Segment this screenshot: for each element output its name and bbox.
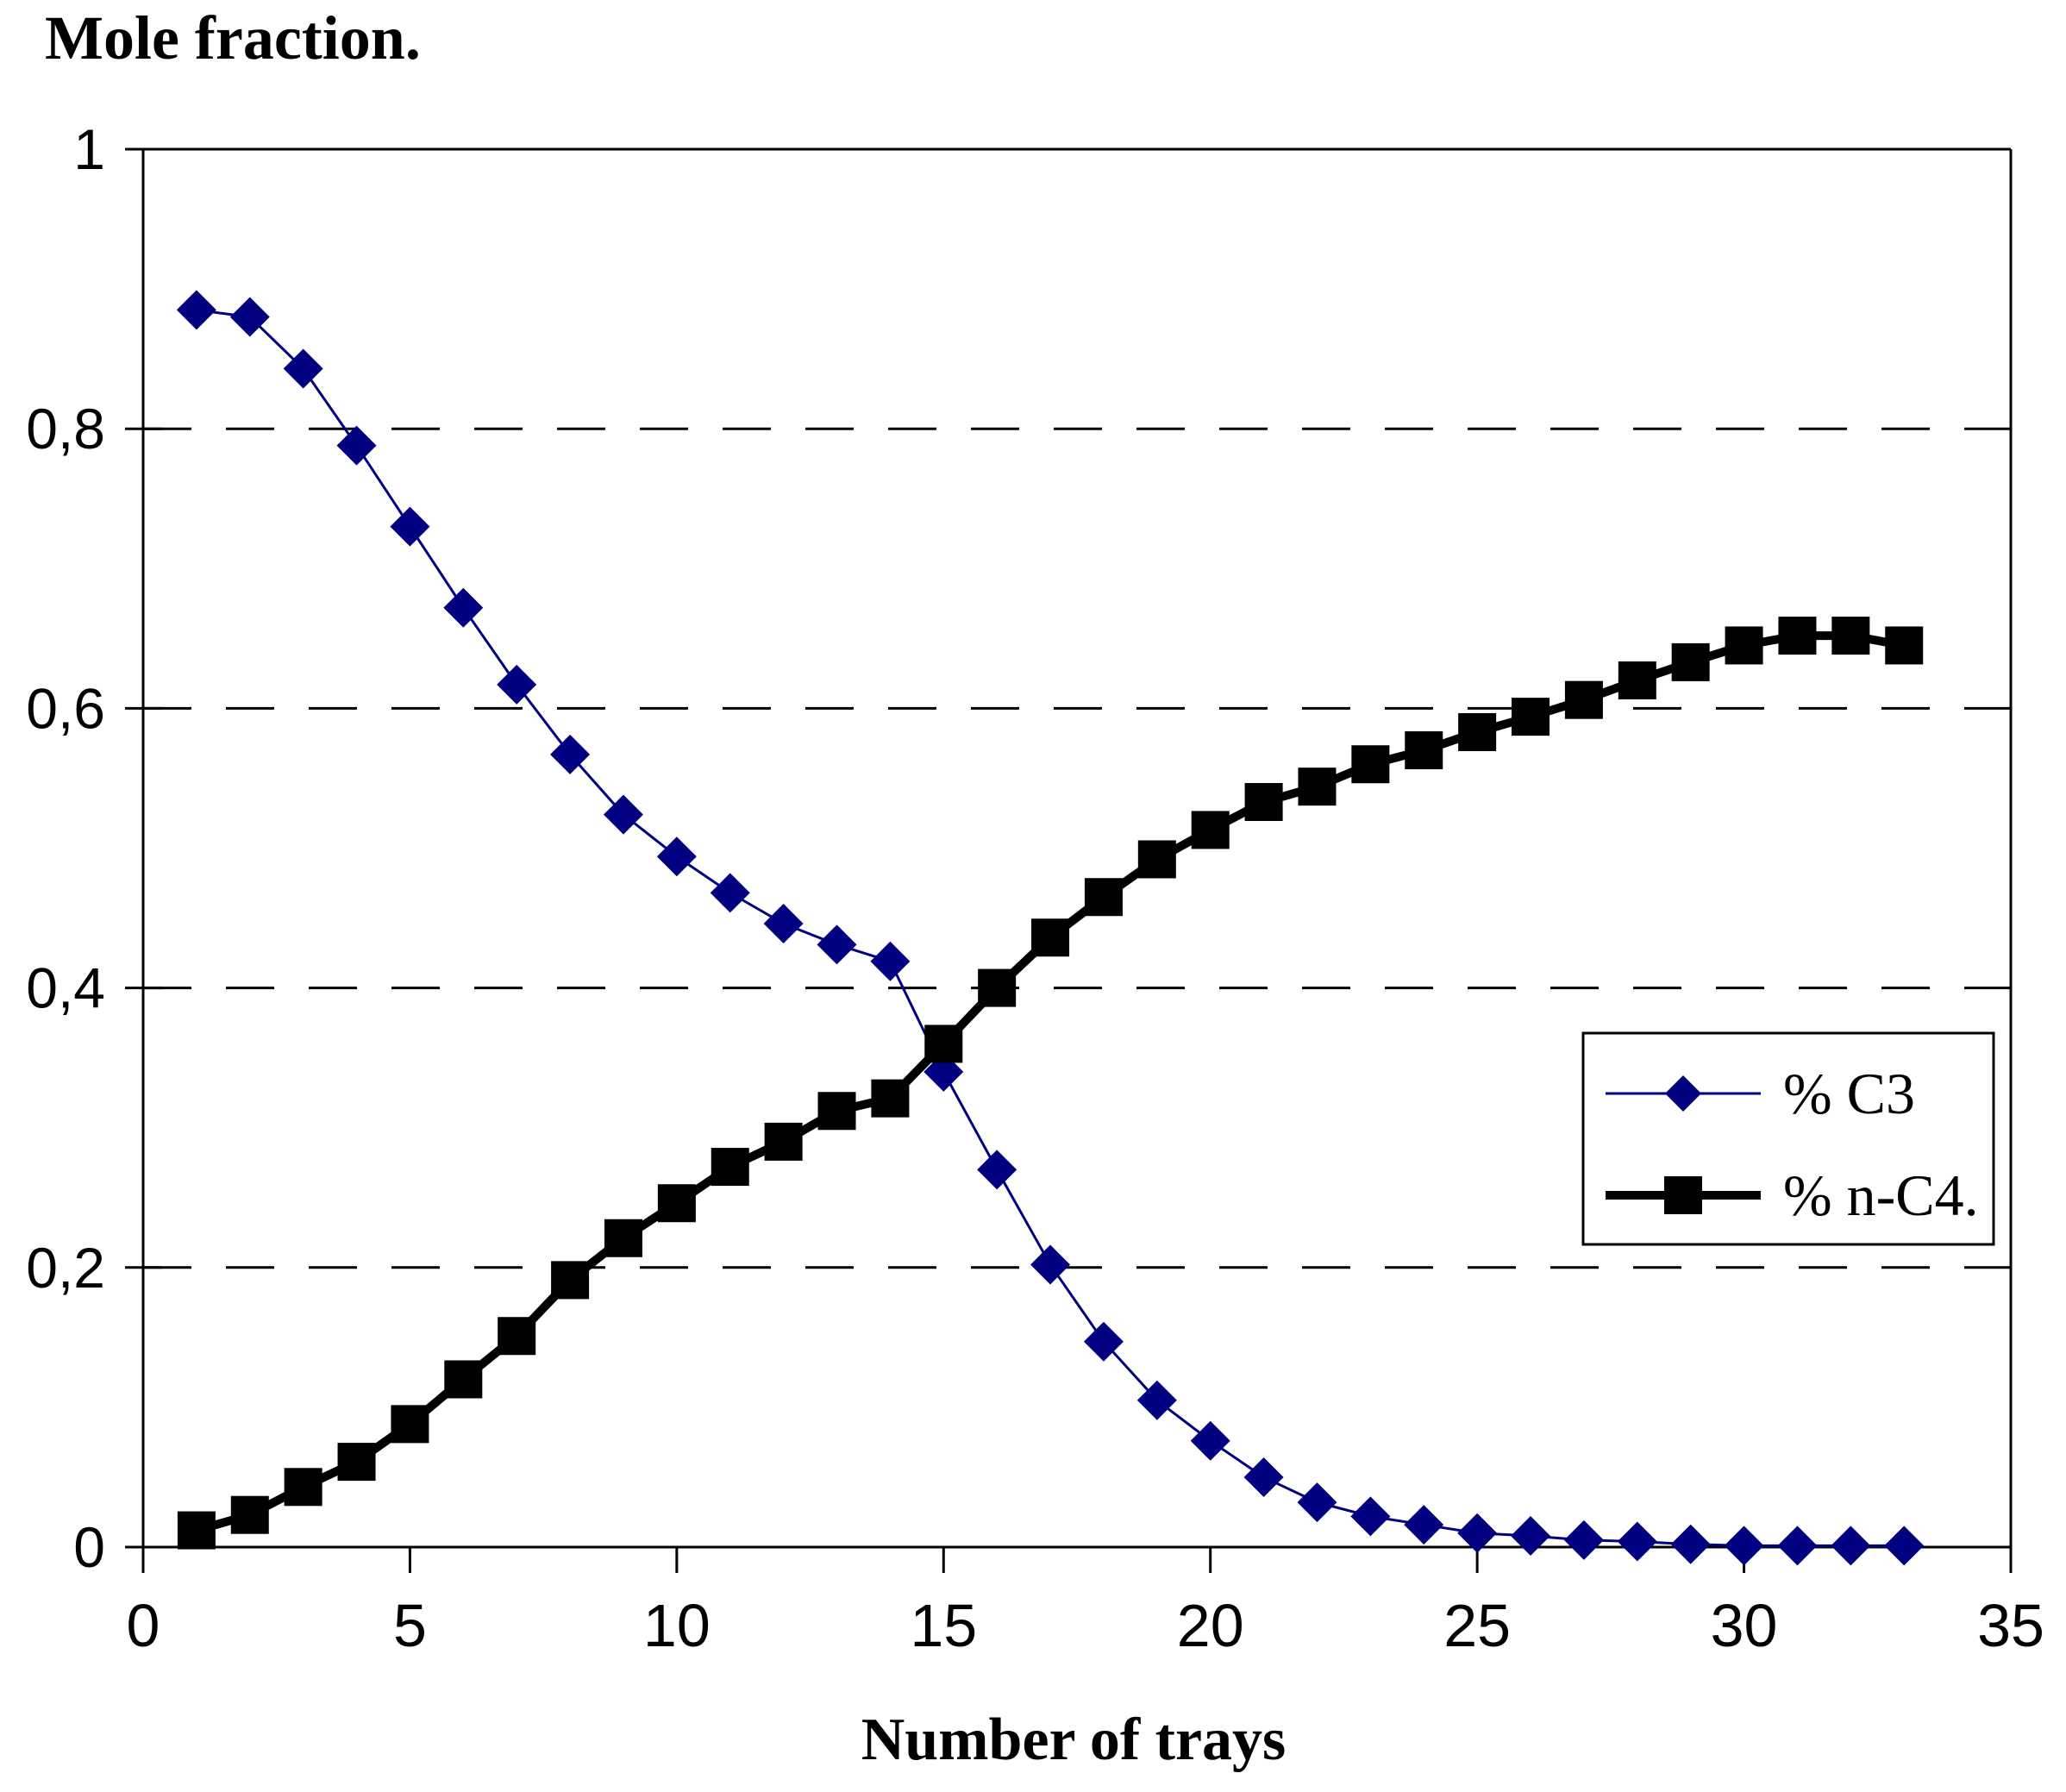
- data-point-diamond: [283, 348, 323, 389]
- y-tick-label: 0,4: [26, 956, 105, 1020]
- data-point-square: [1564, 680, 1603, 719]
- data-point-diamond: [603, 794, 643, 835]
- data-point-square: [1244, 783, 1283, 822]
- data-point-square: [230, 1495, 269, 1534]
- data-point-square: [498, 1317, 536, 1356]
- data-point-square: [1137, 840, 1176, 879]
- legend-c3-label: % C3: [1783, 1061, 1915, 1126]
- legend-box: [1581, 1031, 1995, 1246]
- data-point-diamond: [176, 290, 216, 330]
- data-point-diamond: [656, 836, 697, 877]
- legend-nc4-square-icon: [1664, 1176, 1702, 1214]
- data-point-square: [1885, 626, 1924, 665]
- data-point-square: [1618, 661, 1656, 699]
- data-point-diamond: [710, 873, 750, 913]
- data-point-square: [337, 1443, 376, 1482]
- x-axis-ticks: 0 5 10 15 20 25 30 35: [127, 1547, 2044, 1659]
- legend-item-nc4: % n-C4.: [1606, 1162, 1979, 1228]
- x-tick-label: 20: [1177, 1592, 1244, 1659]
- data-point-square: [1671, 642, 1710, 681]
- data-point-diamond: [550, 734, 591, 774]
- data-point-diamond: [390, 506, 430, 547]
- series-c3-percent-propane: [176, 290, 1925, 1566]
- data-point-diamond: [763, 904, 804, 944]
- data-point-diamond: [1297, 1482, 1337, 1523]
- data-point-square: [1298, 768, 1337, 806]
- data-point-square: [657, 1184, 696, 1223]
- data-point-diamond: [1457, 1513, 1498, 1553]
- data-point-square: [1351, 745, 1390, 784]
- data-point-square: [1031, 918, 1070, 957]
- x-tick-label: 15: [910, 1592, 977, 1659]
- y-tick-label: 0,8: [26, 397, 105, 461]
- data-point-diamond: [977, 1150, 1017, 1190]
- data-point-square: [978, 968, 1017, 1007]
- data-point-square: [1512, 698, 1550, 736]
- x-tick-label: 0: [127, 1592, 160, 1659]
- legend-nc4-label: % n-C4.: [1783, 1162, 1979, 1228]
- data-point-square: [924, 1024, 963, 1063]
- data-point-diamond: [1831, 1526, 1871, 1566]
- y-tick-label: 0,6: [26, 676, 105, 740]
- data-point-diamond: [1777, 1526, 1818, 1566]
- legend-c3-diamond-icon: [1665, 1075, 1701, 1112]
- legend: % C3 % n-C4.: [1581, 1031, 1995, 1246]
- data-point-square: [817, 1092, 856, 1131]
- x-tick-label: 25: [1443, 1592, 1511, 1659]
- data-point-diamond: [1030, 1244, 1071, 1285]
- data-point-diamond: [1243, 1457, 1284, 1497]
- gridlines: [143, 427, 2011, 1269]
- data-point-diamond: [336, 425, 377, 466]
- data-point-square: [391, 1405, 429, 1444]
- data-point-square: [1084, 878, 1123, 917]
- data-point-square: [711, 1148, 749, 1187]
- data-point-square: [604, 1219, 642, 1257]
- x-tick-label: 30: [1711, 1592, 1778, 1659]
- data-point-diamond: [1350, 1496, 1391, 1537]
- y-tick-label: 1: [73, 117, 105, 181]
- data-point-square: [1725, 626, 1763, 665]
- data-point-square: [551, 1261, 590, 1300]
- x-tick-label: 35: [1977, 1592, 2044, 1659]
- y-tick-label: 0: [73, 1515, 105, 1579]
- data-point-square: [764, 1122, 803, 1161]
- data-point-diamond: [817, 924, 857, 965]
- data-point-square: [1191, 811, 1230, 849]
- chart-title: Mole fraction.: [45, 3, 421, 72]
- data-point-square: [1778, 617, 1817, 655]
- data-point-square: [1458, 712, 1497, 751]
- data-point-diamond: [1724, 1526, 1764, 1566]
- data-point-diamond: [443, 587, 484, 628]
- data-point-square: [871, 1079, 910, 1118]
- legend-item-c3: % C3: [1606, 1061, 1915, 1126]
- data-point-diamond: [1083, 1321, 1124, 1362]
- y-axis-ticks: 0 0,2 0,4 0,6 0,8 1: [26, 117, 162, 1579]
- data-point-diamond: [1136, 1380, 1177, 1420]
- x-axis-title: Number of trays: [861, 1707, 1287, 1773]
- data-point-square: [444, 1360, 483, 1399]
- data-point-diamond: [870, 941, 911, 981]
- data-point-diamond: [1404, 1505, 1444, 1545]
- data-point-diamond: [229, 297, 270, 337]
- data-point-diamond: [1670, 1524, 1711, 1564]
- data-point-square: [284, 1468, 322, 1507]
- y-tick-label: 0,2: [26, 1236, 105, 1300]
- data-point-diamond: [497, 664, 537, 705]
- data-point-diamond: [1563, 1519, 1604, 1560]
- data-point-square: [177, 1511, 216, 1550]
- data-point-diamond: [1190, 1420, 1230, 1461]
- series-nc4-percent-butane: [177, 617, 1924, 1550]
- data-point-square: [1831, 617, 1870, 655]
- data-point-diamond: [1511, 1516, 1551, 1557]
- data-point-diamond: [1617, 1521, 1657, 1562]
- data-point-square: [1405, 731, 1443, 770]
- data-point-diamond: [1884, 1526, 1925, 1566]
- x-tick-label: 10: [643, 1592, 711, 1659]
- plot-frame: [141, 147, 2013, 1549]
- x-tick-label: 5: [393, 1592, 427, 1659]
